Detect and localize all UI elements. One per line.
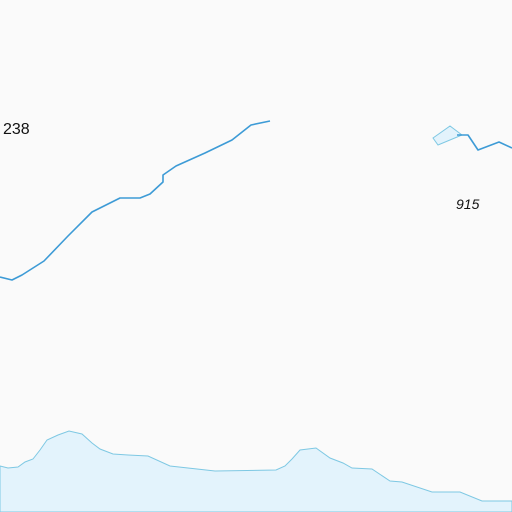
river-line	[0, 120, 271, 281]
elevation-label: 915	[456, 196, 480, 212]
stream-line	[457, 134, 512, 151]
route-number-label: 238	[3, 121, 30, 138]
lake-area	[0, 430, 512, 512]
